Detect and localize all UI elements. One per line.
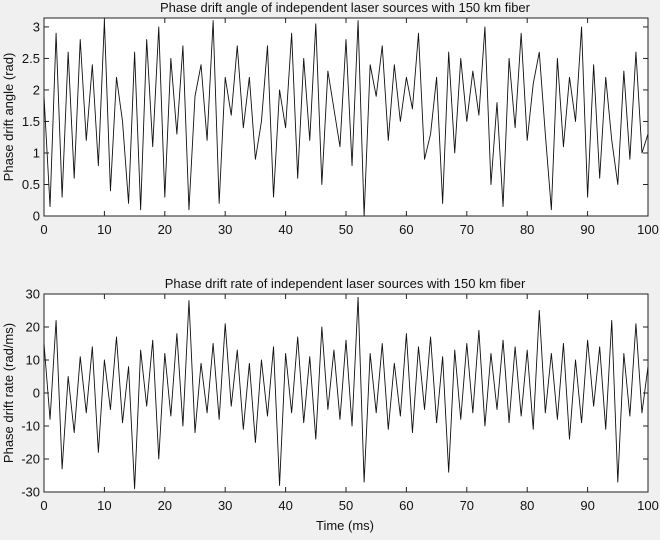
y-tick-label: -30 [21, 485, 40, 500]
x-tick-label: 80 [520, 498, 534, 513]
y-tick-label: 0.5 [22, 177, 40, 192]
x-tick-label: 100 [637, 222, 659, 237]
x-tick-label: 50 [339, 222, 353, 237]
x-tick-label: 40 [278, 498, 292, 513]
panel-phase-rate: Phase drift rate of independent laser so… [1, 276, 659, 533]
x-tick-label: 80 [520, 222, 534, 237]
series-line-group [43, 296, 649, 490]
series-line-group [43, 20, 649, 217]
y-axis-label: Phase drift rate (rad/ms) [1, 323, 16, 463]
y-tick-label: -10 [21, 419, 40, 434]
x-tick-label: 30 [218, 498, 232, 513]
y-tick-label: 3 [33, 19, 40, 34]
x-axis-ticks: 0 10 20 30 40 50 60 70 80 90 100 [40, 294, 659, 513]
y-axis-ticks: -30 -20 -10 0 10 20 30 [21, 287, 648, 500]
chart-title: Phase drift rate of independent laser so… [165, 276, 526, 291]
y-tick-label: 2.5 [22, 51, 40, 66]
x-tick-label: 20 [158, 222, 172, 237]
x-tick-label: 70 [460, 498, 474, 513]
y-axis-ticks: 0 0.5 1 1.5 2 2.5 3 [22, 19, 648, 224]
y-tick-label: 1 [33, 145, 40, 160]
x-axis-label: Time (ms) [316, 518, 374, 533]
y-tick-label: 30 [26, 287, 40, 302]
y-axis-label: Phase drift angle (rad) [1, 53, 16, 182]
y-tick-label: 10 [26, 353, 40, 368]
x-tick-label: 10 [97, 498, 111, 513]
y-tick-label: -20 [21, 452, 40, 467]
series-line [43, 20, 649, 217]
panel-phase-angle: Phase drift angle of independent laser s… [1, 0, 659, 237]
x-tick-label: 10 [97, 222, 111, 237]
x-tick-label: 50 [339, 498, 353, 513]
y-tick-label: 0 [33, 209, 40, 224]
chart-title: Phase drift angle of independent laser s… [160, 0, 531, 15]
x-tick-label: 60 [399, 498, 413, 513]
plot-area [43, 293, 649, 493]
x-axis-ticks: 0 10 20 30 40 50 60 70 80 90 100 [40, 18, 659, 237]
y-tick-label: 0 [33, 386, 40, 401]
x-tick-label: 90 [580, 222, 594, 237]
x-tick-label: 90 [580, 498, 594, 513]
y-tick-label: 20 [26, 320, 40, 335]
y-tick-label: 1.5 [22, 114, 40, 129]
x-tick-label: 60 [399, 222, 413, 237]
x-tick-label: 70 [460, 222, 474, 237]
series-line [43, 296, 649, 490]
x-tick-label: 40 [278, 222, 292, 237]
y-tick-label: 2 [33, 82, 40, 97]
x-tick-label: 0 [40, 498, 47, 513]
plot-area [43, 17, 649, 217]
x-tick-label: 0 [40, 222, 47, 237]
x-tick-label: 30 [218, 222, 232, 237]
x-tick-label: 20 [158, 498, 172, 513]
x-tick-label: 100 [637, 498, 659, 513]
